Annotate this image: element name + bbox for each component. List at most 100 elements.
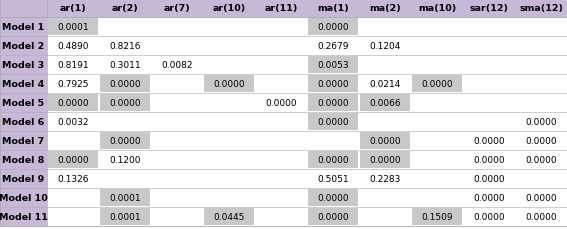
Text: 0.8216: 0.8216	[109, 42, 141, 51]
Text: 0.0000: 0.0000	[369, 136, 401, 145]
Bar	[204, 208, 254, 225]
Text: 0.0000: 0.0000	[317, 80, 349, 89]
Text: 0.0000: 0.0000	[369, 155, 401, 164]
Text: 0.3011: 0.3011	[109, 61, 141, 70]
Bar	[464, 132, 514, 149]
Text: 0.0000: 0.0000	[57, 155, 89, 164]
Bar	[0, 169, 47, 188]
Text: 0.0000: 0.0000	[213, 80, 245, 89]
Bar	[100, 95, 150, 112]
Bar	[516, 132, 566, 149]
Bar	[516, 151, 566, 168]
Bar	[48, 38, 98, 55]
Bar	[0, 0, 567, 18]
Bar	[308, 95, 358, 112]
Text: 0.0000: 0.0000	[473, 212, 505, 221]
Text: ar(2): ar(2)	[112, 5, 138, 14]
Bar	[100, 189, 150, 206]
Text: Model 3: Model 3	[2, 61, 45, 70]
Bar	[0, 150, 47, 169]
Bar	[256, 95, 306, 112]
Text: 0.1509: 0.1509	[421, 212, 453, 221]
Bar	[48, 95, 98, 112]
Bar	[100, 57, 150, 74]
Text: 0.0000: 0.0000	[265, 98, 297, 108]
Bar	[152, 57, 202, 74]
Text: ma(10): ma(10)	[418, 5, 456, 14]
Bar	[308, 76, 358, 93]
Bar	[516, 114, 566, 131]
Text: ar(10): ar(10)	[213, 5, 246, 14]
Text: 0.0000: 0.0000	[473, 193, 505, 202]
Text: 0.0000: 0.0000	[317, 193, 349, 202]
Bar	[0, 37, 47, 56]
Text: 0.0000: 0.0000	[109, 98, 141, 108]
Text: 0.0032: 0.0032	[57, 117, 89, 126]
Text: Model 9: Model 9	[2, 174, 45, 183]
Text: 0.5051: 0.5051	[317, 174, 349, 183]
Bar	[464, 151, 514, 168]
Bar	[100, 208, 150, 225]
Bar	[48, 170, 98, 187]
Bar	[360, 95, 410, 112]
Text: 0.1204: 0.1204	[369, 42, 401, 51]
Bar	[48, 76, 98, 93]
Bar	[308, 57, 358, 74]
Bar	[308, 114, 358, 131]
Text: 0.2679: 0.2679	[318, 42, 349, 51]
Bar	[100, 132, 150, 149]
Bar	[0, 18, 47, 37]
Bar	[412, 208, 462, 225]
Text: 0.0000: 0.0000	[57, 98, 89, 108]
Text: Model 2: Model 2	[2, 42, 45, 51]
Text: ar(1): ar(1)	[60, 5, 86, 14]
Bar	[0, 188, 47, 207]
Text: 0.0000: 0.0000	[317, 155, 349, 164]
Text: 0.0000: 0.0000	[317, 23, 349, 32]
Text: Model 1: Model 1	[2, 23, 45, 32]
Text: 0.0053: 0.0053	[317, 61, 349, 70]
Bar	[308, 38, 358, 55]
Text: 0.0000: 0.0000	[473, 136, 505, 145]
Text: ar(11): ar(11)	[264, 5, 298, 14]
Bar	[308, 208, 358, 225]
Bar	[464, 170, 514, 187]
Text: 0.0000: 0.0000	[525, 193, 557, 202]
Bar	[360, 38, 410, 55]
Text: 0.1326: 0.1326	[57, 174, 89, 183]
Bar	[48, 114, 98, 131]
Text: 0.0000: 0.0000	[525, 117, 557, 126]
Text: Model 8: Model 8	[2, 155, 45, 164]
Text: Model 6: Model 6	[2, 117, 45, 126]
Bar	[516, 189, 566, 206]
Text: 0.0000: 0.0000	[525, 212, 557, 221]
Bar	[204, 76, 254, 93]
Text: 0.7925: 0.7925	[57, 80, 89, 89]
Text: 0.0001: 0.0001	[109, 212, 141, 221]
Text: 0.4890: 0.4890	[57, 42, 89, 51]
Text: 0.8191: 0.8191	[57, 61, 89, 70]
Text: 0.0000: 0.0000	[525, 155, 557, 164]
Bar	[100, 38, 150, 55]
Bar	[48, 151, 98, 168]
Text: sar(12): sar(12)	[469, 5, 509, 14]
Bar	[360, 170, 410, 187]
Bar	[464, 208, 514, 225]
Text: ma(2): ma(2)	[369, 5, 401, 14]
Text: 0.0000: 0.0000	[421, 80, 453, 89]
Bar	[308, 170, 358, 187]
Text: 0.0214: 0.0214	[369, 80, 401, 89]
Bar	[360, 151, 410, 168]
Text: Model 5: Model 5	[2, 98, 45, 108]
Text: sma(12): sma(12)	[519, 5, 563, 14]
Text: Model 11: Model 11	[0, 212, 48, 221]
Bar	[100, 151, 150, 168]
Bar	[464, 189, 514, 206]
Bar	[516, 208, 566, 225]
Bar	[308, 19, 358, 36]
Text: ma(1): ma(1)	[317, 5, 349, 14]
Bar	[48, 19, 98, 36]
Bar	[0, 131, 47, 150]
Text: 0.0000: 0.0000	[473, 155, 505, 164]
Text: 0.0000: 0.0000	[317, 117, 349, 126]
